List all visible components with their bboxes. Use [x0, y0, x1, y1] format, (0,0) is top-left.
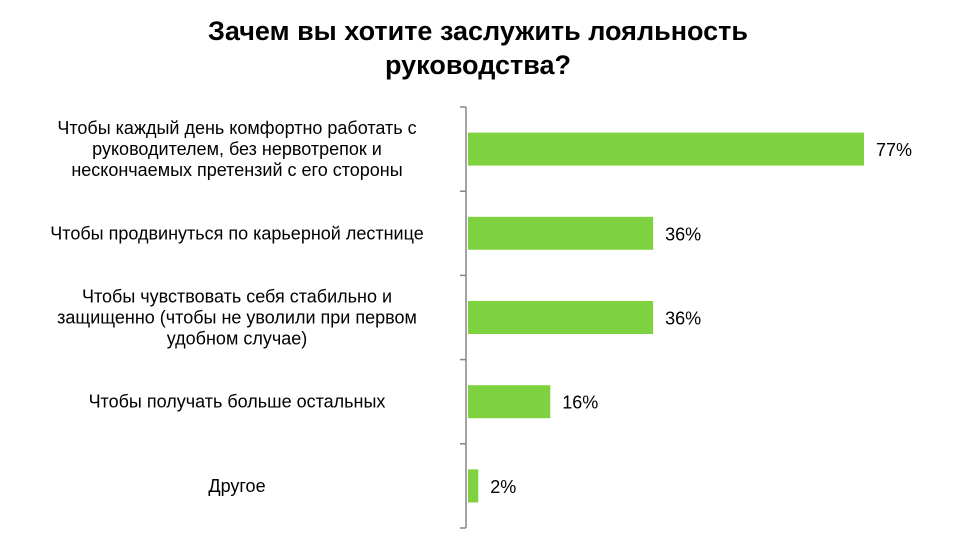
category-label-1-line-2: руководителем, без нервотрепок и: [92, 139, 382, 159]
bar-3: [468, 301, 654, 334]
category-label-1-line-1: Чтобы каждый день комфортно работать с: [57, 118, 416, 138]
category-label-3-line-1: Чтобы чувствовать себя стабильно и: [82, 287, 392, 307]
value-label-4: 16%: [562, 393, 598, 413]
value-label-2: 36%: [665, 224, 701, 244]
bar-1: [468, 132, 864, 166]
bar-4: [468, 385, 551, 419]
category-label-4-line-1: Чтобы получать больше остальных: [89, 392, 386, 412]
category-label-2-line-1: Чтобы продвинуться по карьерной лестнице: [50, 223, 423, 243]
value-label-3: 36%: [665, 309, 701, 329]
category-label-3-line-2: защищенно (чтобы не уволили при первом: [57, 308, 417, 328]
bar-2: [468, 216, 654, 250]
chart-title: Зачем вы хотите заслужить лояльность рук…: [0, 14, 956, 82]
bar-5: [468, 469, 479, 503]
chart-title-line-2: руководства?: [385, 50, 571, 80]
value-label-5: 2%: [490, 477, 516, 497]
category-label-3-line-3: удобном случае): [167, 329, 307, 349]
value-label-1: 77%: [876, 140, 912, 160]
category-label-5-line-1: Другое: [208, 476, 265, 496]
category-label-1-line-3: нескончаемых претензий с его стороны: [71, 160, 402, 180]
chart-title-line-1: Зачем вы хотите заслужить лояльность: [208, 16, 748, 46]
